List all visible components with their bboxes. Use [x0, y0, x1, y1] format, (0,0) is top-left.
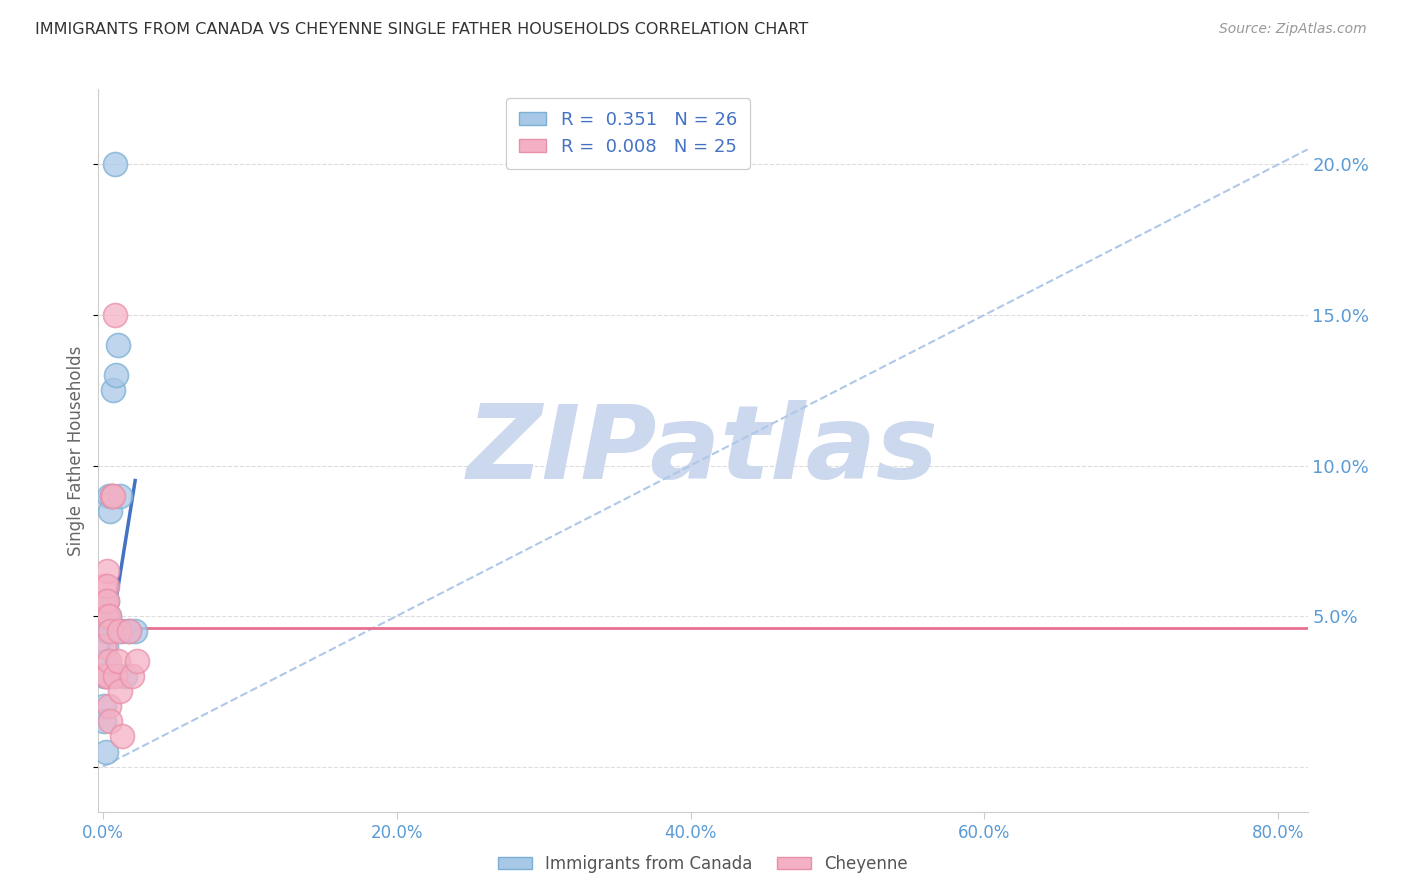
Point: [118, 624, 141, 639]
Point: [107, 338, 129, 352]
Point: [96, 594, 118, 608]
Point: [94, 669, 117, 683]
Point: [118, 624, 141, 639]
Point: [97, 609, 120, 624]
Text: ZIPatlas: ZIPatlas: [467, 400, 939, 501]
Point: [110, 489, 132, 503]
Point: [105, 368, 128, 383]
Point: [94, 594, 117, 608]
Point: [111, 624, 134, 639]
Point: [103, 308, 125, 322]
Point: [100, 489, 122, 503]
Point: [98, 714, 121, 729]
Point: [94, 639, 117, 653]
Text: IMMIGRANTS FROM CANADA VS CHEYENNE SINGLE FATHER HOUSEHOLDS CORRELATION CHART: IMMIGRANTS FROM CANADA VS CHEYENNE SINGL…: [35, 22, 808, 37]
Legend: R =  0.351   N = 26, R =  0.008   N = 25: R = 0.351 N = 26, R = 0.008 N = 25: [506, 98, 749, 169]
Point: [96, 609, 118, 624]
Point: [124, 624, 146, 639]
Point: [96, 579, 118, 593]
Point: [103, 157, 125, 171]
Point: [96, 624, 118, 639]
Point: [93, 579, 115, 593]
Point: [110, 684, 132, 698]
Legend: Immigrants from Canada, Cheyenne: Immigrants from Canada, Cheyenne: [492, 848, 914, 880]
Point: [107, 654, 129, 668]
Point: [96, 669, 118, 683]
Point: [97, 699, 120, 714]
Text: Source: ZipAtlas.com: Source: ZipAtlas.com: [1219, 22, 1367, 37]
Point: [94, 609, 117, 624]
Point: [93, 669, 115, 683]
Point: [100, 489, 122, 503]
Y-axis label: Single Father Households: Single Father Households: [67, 345, 86, 556]
Point: [97, 609, 120, 624]
Point: [121, 669, 143, 683]
Point: [98, 624, 121, 639]
Point: [97, 489, 120, 503]
Point: [101, 384, 124, 398]
Point: [96, 564, 118, 578]
Point: [101, 489, 124, 503]
Point: [103, 669, 125, 683]
Point: [94, 654, 117, 668]
Point: [125, 654, 148, 668]
Point: [94, 744, 117, 758]
Point: [97, 654, 120, 668]
Point: [108, 624, 131, 639]
Point: [111, 730, 134, 744]
Point: [96, 669, 118, 683]
Point: [98, 669, 121, 683]
Point: [98, 503, 121, 517]
Point: [93, 699, 115, 714]
Point: [114, 669, 136, 683]
Point: [94, 609, 117, 624]
Point: [96, 594, 118, 608]
Point: [94, 624, 117, 639]
Point: [93, 714, 115, 729]
Point: [93, 639, 115, 653]
